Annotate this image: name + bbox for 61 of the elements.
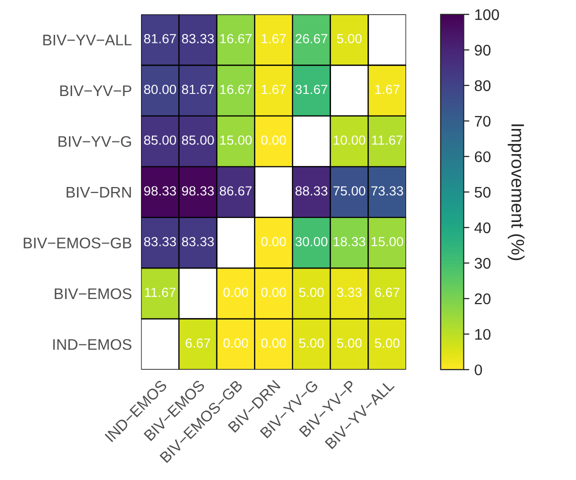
data-label: 5.00 xyxy=(299,288,324,298)
y-tick-label: BIV−YV−P xyxy=(60,86,132,96)
data-label: 11.67 xyxy=(145,288,176,298)
data-label: 16.67 xyxy=(220,34,252,44)
data-label: 10.00 xyxy=(334,135,366,145)
y-tick-label: IND−EMOS xyxy=(53,339,132,350)
data-label: 30.00 xyxy=(295,236,328,246)
data-label: 80.00 xyxy=(144,84,176,94)
data-label: 1.67 xyxy=(375,84,400,94)
data-label: 6.67 xyxy=(374,288,400,298)
data-label: 0.00 xyxy=(261,338,286,348)
y-tick-label: BIV−YV−G xyxy=(58,136,131,147)
data-label: 73.33 xyxy=(371,186,404,196)
data-label: 83.33 xyxy=(144,236,176,246)
y-tick-label: BIV−YV−ALL xyxy=(43,34,132,46)
color-bar-label: 90 xyxy=(474,44,490,56)
data-label: 6.67 xyxy=(186,338,210,348)
color-bar-label: 50 xyxy=(474,186,490,198)
data-label: 1.67 xyxy=(262,34,286,44)
data-label: 81.67 xyxy=(144,34,176,44)
data-label: 83.33 xyxy=(182,34,214,44)
data-label: 0.00 xyxy=(223,338,248,348)
data-label: 15.00 xyxy=(220,135,252,145)
data-label: 83.33 xyxy=(182,236,214,246)
data-label: 0.00 xyxy=(261,288,286,298)
data-label: 81.67 xyxy=(182,84,214,94)
data-label: 5.00 xyxy=(336,338,362,348)
color-bar-label: 70 xyxy=(474,116,490,127)
data-label: 75.00 xyxy=(333,186,366,196)
data-label: 5.00 xyxy=(374,338,400,348)
data-label: 11.67 xyxy=(372,135,403,145)
data-label: 0.00 xyxy=(261,135,286,145)
data-label: 0.00 xyxy=(261,236,286,246)
data-label: 31.67 xyxy=(295,84,328,94)
color-bar-title: Improvement (%) xyxy=(508,124,525,260)
data-label: 1.67 xyxy=(262,84,286,94)
y-tick-label: BIV−EMOS xyxy=(54,288,132,300)
color-bar-label: 80 xyxy=(474,80,490,92)
data-label: 86.67 xyxy=(220,186,252,196)
color-bar-label: 10 xyxy=(475,328,490,340)
data-label: 85.00 xyxy=(182,135,214,145)
data-label: 26.67 xyxy=(296,34,328,44)
data-label: 98.33 xyxy=(144,186,176,196)
data-label: 18.33 xyxy=(334,236,366,246)
data-label: 0.00 xyxy=(223,288,248,298)
data-label: 16.67 xyxy=(220,84,252,94)
data-label: 5.00 xyxy=(299,338,324,348)
color-bar-label: 20 xyxy=(474,293,490,304)
data-label: 88.33 xyxy=(296,186,328,196)
data-label: 5.00 xyxy=(336,34,362,44)
data-label: 15.00 xyxy=(372,236,404,246)
color-bar-label: 60 xyxy=(474,151,490,162)
color-bar-label: 30 xyxy=(474,258,490,269)
data-label: 3.33 xyxy=(336,288,362,298)
data-label: 98.33 xyxy=(182,186,214,196)
color-bar-label: 40 xyxy=(474,222,490,234)
y-tick-label: BIV−DRN xyxy=(66,187,131,198)
color-bar-label: 0 xyxy=(474,364,482,376)
color-bar-label: 100 xyxy=(475,9,499,20)
y-tick-label: BIV−EMOS−GB xyxy=(24,238,132,248)
data-label: 85.00 xyxy=(144,135,176,145)
